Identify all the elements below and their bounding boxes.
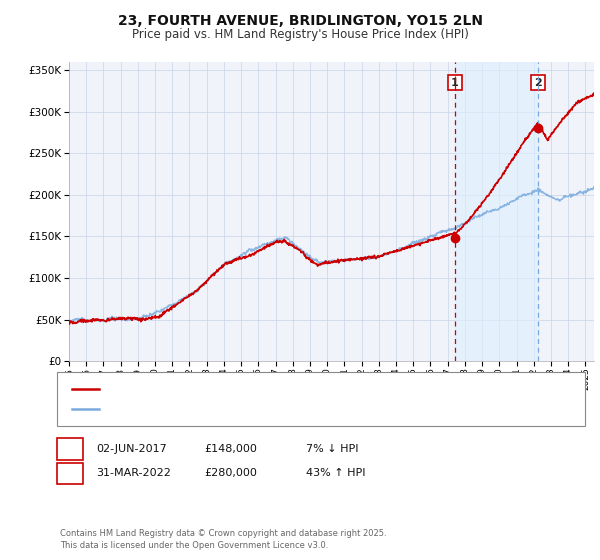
Text: 1: 1	[451, 78, 459, 87]
Text: HPI: Average price, semi-detached house, East Riding of Yorkshire: HPI: Average price, semi-detached house,…	[105, 404, 427, 414]
Text: 2: 2	[534, 78, 542, 87]
Text: 23, FOURTH AVENUE, BRIDLINGTON, YO15 2LN (semi-detached house): 23, FOURTH AVENUE, BRIDLINGTON, YO15 2LN…	[105, 384, 450, 394]
Text: 23, FOURTH AVENUE, BRIDLINGTON, YO15 2LN: 23, FOURTH AVENUE, BRIDLINGTON, YO15 2LN	[118, 14, 482, 28]
Text: 31-MAR-2022: 31-MAR-2022	[96, 468, 171, 478]
Bar	[455, 62, 538, 361]
Text: 1: 1	[66, 444, 74, 454]
Text: £280,000: £280,000	[204, 468, 257, 478]
Text: 2: 2	[66, 468, 74, 478]
Text: £148,000: £148,000	[204, 444, 257, 454]
Text: 43% ↑ HPI: 43% ↑ HPI	[306, 468, 365, 478]
Text: Contains HM Land Registry data © Crown copyright and database right 2025.
This d: Contains HM Land Registry data © Crown c…	[60, 529, 386, 550]
Text: 7% ↓ HPI: 7% ↓ HPI	[306, 444, 359, 454]
Text: 02-JUN-2017: 02-JUN-2017	[96, 444, 167, 454]
Text: Price paid vs. HM Land Registry's House Price Index (HPI): Price paid vs. HM Land Registry's House …	[131, 28, 469, 41]
